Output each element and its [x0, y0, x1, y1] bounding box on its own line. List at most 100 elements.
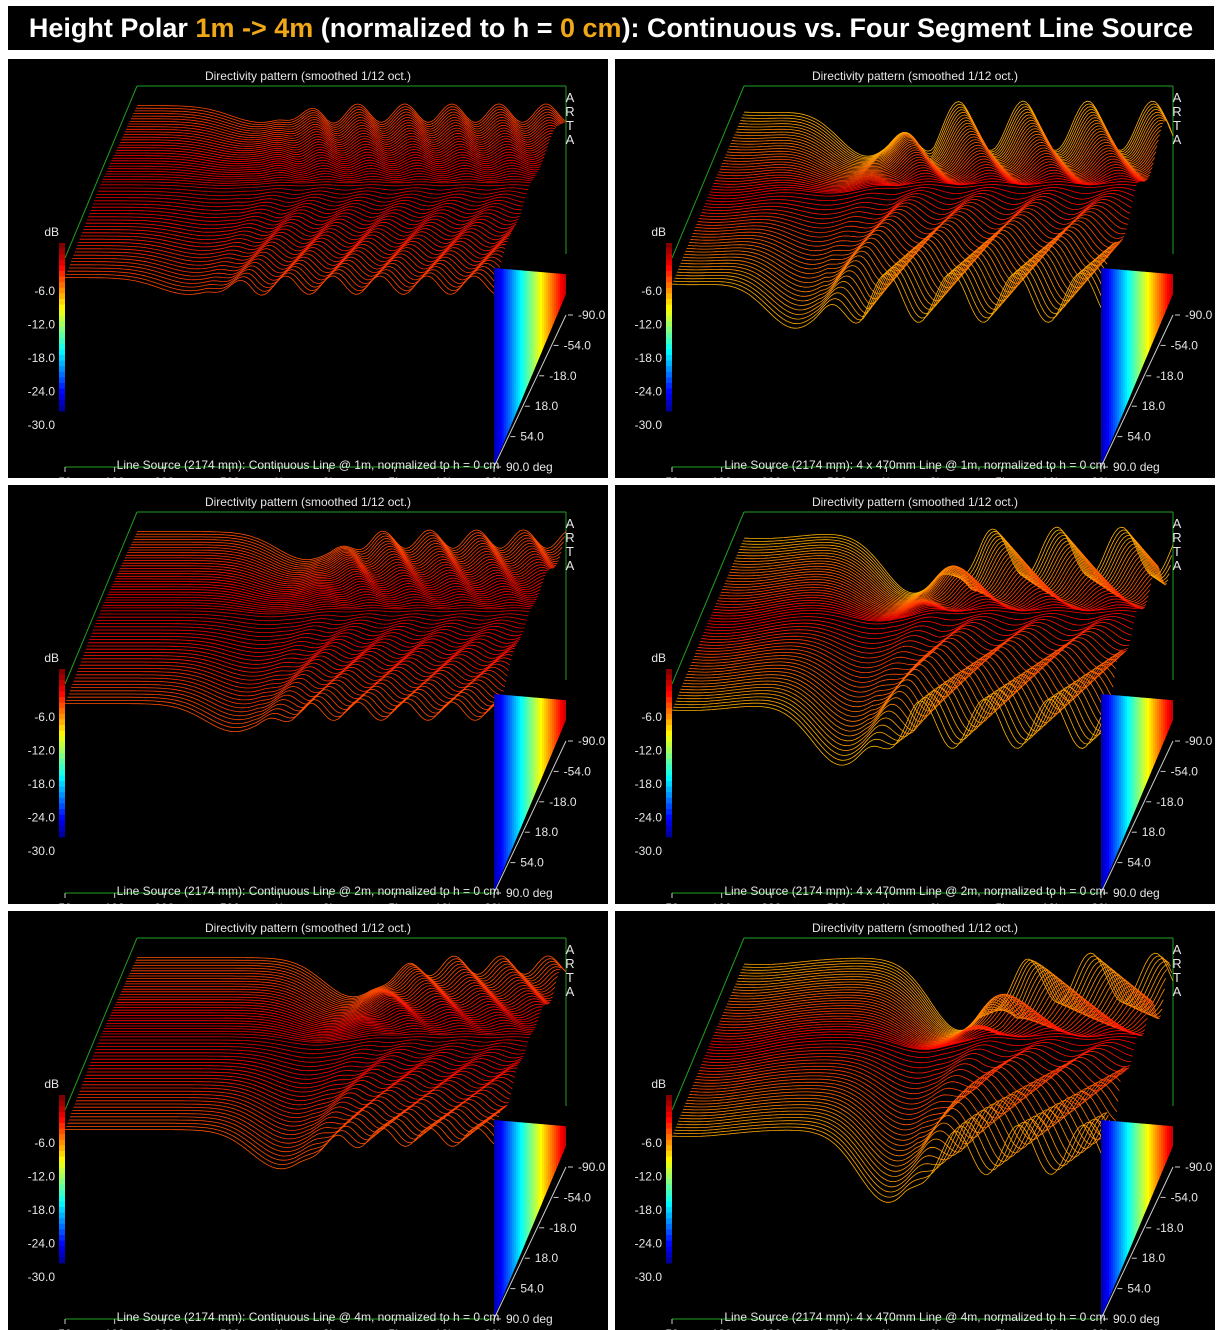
polar-response-line — [708, 607, 1138, 623]
colorbar-segment — [59, 388, 65, 395]
polar-response-line — [700, 202, 1130, 224]
wall-segment — [1141, 271, 1143, 371]
wall-segment — [502, 1120, 504, 1299]
polar-response-line — [94, 625, 524, 638]
polar-response-line — [692, 646, 1122, 683]
polar-response-line — [690, 1078, 1120, 1126]
polar-response-line — [95, 196, 525, 204]
wall-segment — [538, 697, 540, 787]
colorbar-segment — [666, 1162, 672, 1169]
waterfall-surface — [65, 955, 567, 1170]
header-text-3: ): Continuous vs. Four Segment Line Sour… — [621, 13, 1194, 43]
polar-response-line — [726, 139, 1157, 175]
arta-letter: A — [565, 90, 575, 105]
colorbar-segment — [666, 747, 672, 754]
frequency-axis: 501002005001k2k5k10k20kFrequency (Hz) — [58, 1318, 505, 1330]
arta-letter: T — [566, 118, 574, 133]
polar-response-line — [702, 621, 1132, 644]
colorbar-segment — [666, 685, 672, 692]
wall-segment — [512, 1121, 514, 1275]
colorbar-segment — [59, 769, 65, 776]
polar-response-line — [700, 628, 1130, 654]
polar-response-line — [96, 193, 526, 200]
polar-response-line — [691, 1075, 1121, 1121]
wall-segment — [514, 1121, 516, 1271]
wall-segment — [506, 269, 508, 438]
amplitude-tick-label: -30.0 — [635, 418, 663, 432]
frequency-tick-label: 20k — [484, 1327, 504, 1330]
wall-segment — [516, 695, 518, 840]
polar-response-line — [711, 601, 1141, 620]
chart-panel-segmented-2m: 501002005001k2k5k10k20kFrequency (Hz)dB-… — [615, 485, 1215, 904]
arta-letter: R — [565, 104, 575, 119]
waterfall-plot-continuous-2m: 501002005001k2k5k10k20kFrequency (Hz)dB-… — [28, 511, 606, 904]
colorbar-segment — [666, 786, 672, 793]
colorbar-segment — [59, 820, 65, 827]
polar-response-line — [110, 588, 540, 602]
wall-segment — [1139, 697, 1141, 802]
wall-segment — [498, 694, 500, 883]
polar-response-line — [107, 593, 537, 605]
colorbar-segment — [666, 1151, 672, 1157]
polar-response-line — [729, 133, 1159, 172]
wall-segment — [1119, 269, 1121, 423]
wall-segment — [1123, 269, 1125, 414]
angle-colorbar-wall — [494, 694, 566, 892]
polar-response-line — [108, 165, 538, 173]
colorbar-segment — [666, 1173, 672, 1180]
polar-response-line — [702, 1047, 1132, 1074]
wall-segment — [1149, 272, 1151, 352]
polar-response-line — [707, 184, 1137, 200]
colorbar-segment — [59, 741, 65, 748]
colorbar-segment — [666, 691, 672, 698]
colorbar-segment — [666, 1229, 672, 1236]
polar-response-line — [96, 619, 526, 630]
wall-segment — [540, 697, 542, 783]
colorbar-segment — [666, 1207, 672, 1213]
amplitude-colorbar — [666, 669, 672, 838]
polar-response-line — [739, 111, 1169, 162]
colorbar-segment — [666, 327, 672, 333]
wall-segment — [564, 700, 566, 725]
polar-response-line — [129, 545, 559, 572]
wall-segment — [524, 1122, 526, 1247]
wall-segment — [1147, 1123, 1149, 1209]
polar-response-line — [687, 1084, 1118, 1136]
polar-response-line — [87, 1070, 517, 1093]
polar-response-line — [714, 166, 1144, 188]
wall-segment — [1111, 268, 1113, 443]
polar-response-line — [100, 610, 530, 618]
frequency-tick-label: 5k — [995, 901, 1009, 904]
colorbar-segment — [666, 702, 672, 709]
wall-segment — [1115, 695, 1117, 859]
amplitude-axis: dB -6.0 -12.0 -18.0 -24.0 -30.0 — [28, 651, 59, 858]
polar-response-line — [111, 159, 541, 169]
polar-response-line — [106, 1022, 536, 1037]
polar-response-line — [99, 613, 529, 622]
frequency-tick-label: 100 — [105, 901, 125, 904]
polar-response-line — [106, 170, 536, 178]
amplitude-colorbar — [59, 1095, 65, 1264]
angle-tick-label: -54.0 — [564, 1190, 592, 1204]
polar-response-line — [99, 1039, 529, 1050]
wall-segment — [542, 698, 544, 778]
angle-axis: -90.0 -54.0 -18.0 18.0 54.0 90.0 deg — [493, 308, 606, 474]
wall-segment — [1101, 694, 1103, 892]
wall-segment — [520, 270, 522, 404]
polar-response-line — [101, 181, 531, 186]
waterfall-surface — [65, 529, 567, 733]
polar-response-line — [695, 640, 1125, 674]
amplitude-tick-label: -6.0 — [641, 1136, 662, 1150]
wall-segment — [554, 273, 556, 323]
polar-response-line — [79, 1089, 509, 1119]
frequency-tick-label: 200 — [154, 475, 174, 478]
wall-segment — [1101, 268, 1103, 466]
polar-response-line — [674, 266, 1104, 320]
polar-response-line — [87, 218, 517, 230]
polar-response-line — [708, 181, 1138, 197]
colorbar-segment — [59, 814, 65, 821]
colorbar-segment — [666, 310, 672, 317]
polar-response-line — [107, 1019, 537, 1035]
wall-segment — [546, 1124, 548, 1194]
amplitude-tick-label: -24.0 — [28, 811, 56, 825]
